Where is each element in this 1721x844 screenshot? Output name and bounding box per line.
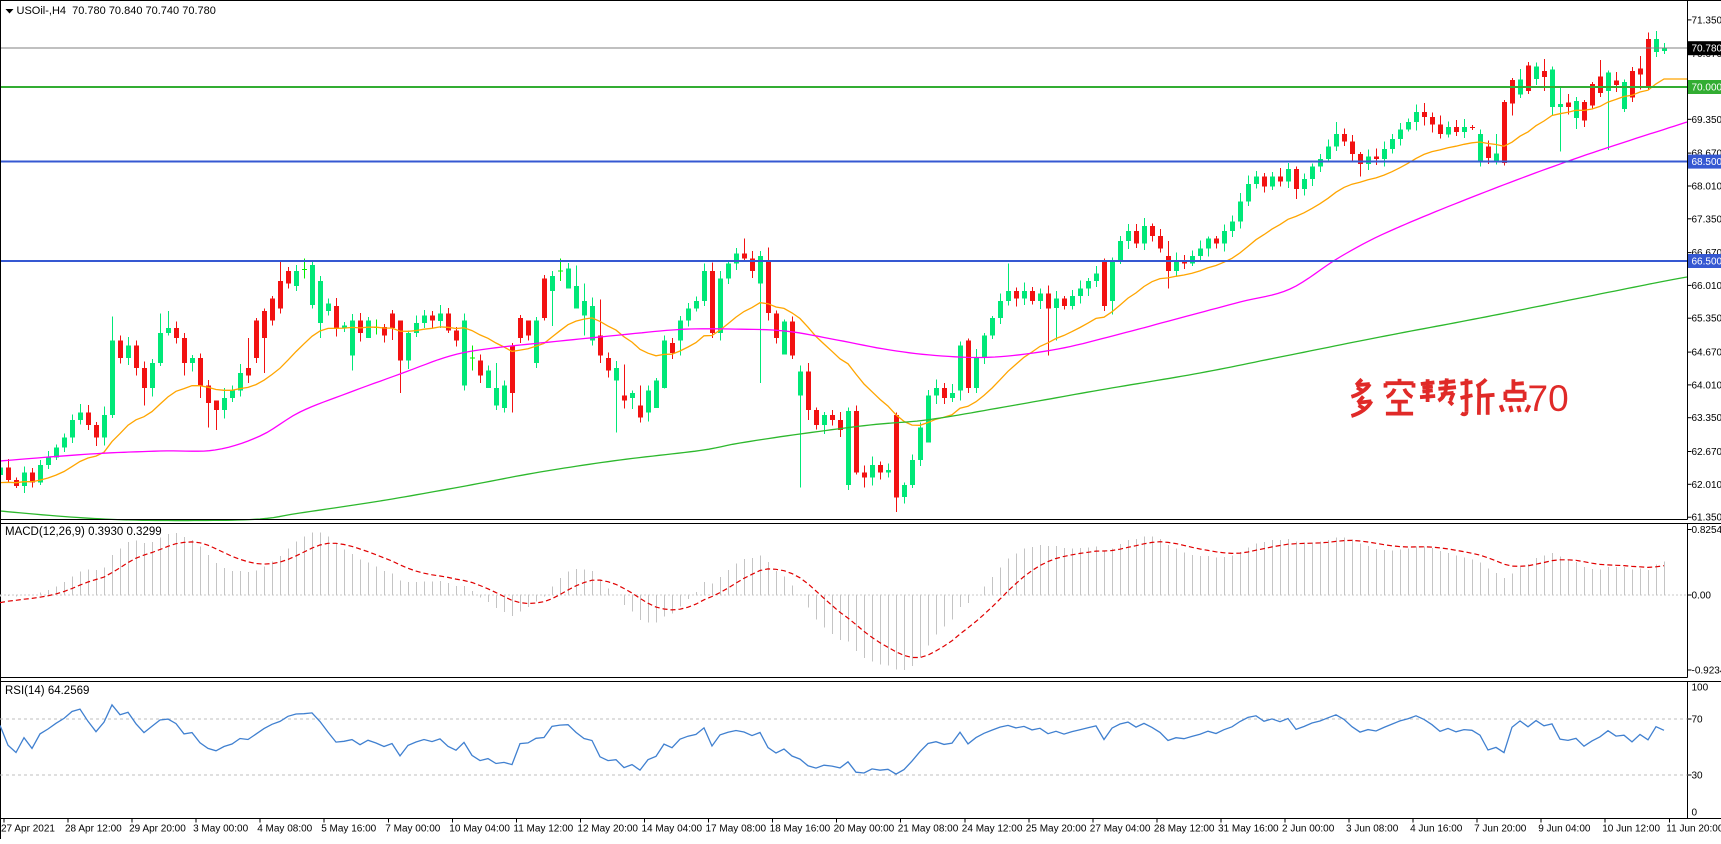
svg-text:31 May 16:00: 31 May 16:00 [1218, 824, 1279, 835]
svg-text:11 Jun 20:00: 11 Jun 20:00 [1666, 824, 1721, 835]
svg-text:64.670: 64.670 [1692, 348, 1721, 359]
svg-text:27 May 04:00: 27 May 04:00 [1090, 824, 1151, 835]
svg-text:12 May 20:00: 12 May 20:00 [577, 824, 638, 835]
svg-text:100: 100 [1692, 683, 1709, 694]
svg-text:71.350: 71.350 [1692, 15, 1721, 26]
svg-text:68.010: 68.010 [1692, 182, 1721, 193]
svg-text:4 May 08:00: 4 May 08:00 [257, 824, 312, 835]
svg-text:21 May 08:00: 21 May 08:00 [898, 824, 959, 835]
svg-text:20 May 00:00: 20 May 00:00 [834, 824, 895, 835]
svg-text:64.010: 64.010 [1692, 380, 1721, 391]
svg-text:10 May 04:00: 10 May 04:00 [449, 824, 510, 835]
svg-text:30: 30 [1692, 771, 1704, 782]
svg-text:70.780: 70.780 [1692, 44, 1721, 55]
svg-text:RSI(14) 64.2569: RSI(14) 64.2569 [5, 685, 89, 697]
svg-text:0.8254: 0.8254 [1692, 525, 1721, 536]
svg-text:7 Jun 20:00: 7 Jun 20:00 [1474, 824, 1527, 835]
svg-text:66.500: 66.500 [1692, 257, 1721, 268]
svg-text:0.00: 0.00 [1692, 591, 1712, 602]
svg-text:2 Jun 00:00: 2 Jun 00:00 [1282, 824, 1335, 835]
svg-text:68.500: 68.500 [1692, 157, 1721, 168]
svg-text:69.350: 69.350 [1692, 115, 1721, 126]
svg-text:3 May 00:00: 3 May 00:00 [193, 824, 248, 835]
svg-text:11 May 12:00: 11 May 12:00 [513, 824, 573, 835]
svg-text:MACD(12,26,9) 0.3930 0.3299: MACD(12,26,9) 0.3930 0.3299 [5, 526, 162, 538]
svg-text:63.350: 63.350 [1692, 413, 1721, 424]
svg-text:9 Jun 04:00: 9 Jun 04:00 [1538, 824, 1591, 835]
svg-text:18 May 16:00: 18 May 16:00 [770, 824, 831, 835]
svg-text:29 Apr 20:00: 29 Apr 20:00 [129, 824, 186, 835]
svg-text:7 May 00:00: 7 May 00:00 [385, 824, 440, 835]
svg-text:3 Jun 08:00: 3 Jun 08:00 [1346, 824, 1399, 835]
svg-text:14 May 04:00: 14 May 04:00 [642, 824, 703, 835]
svg-text:62.010: 62.010 [1692, 480, 1721, 491]
svg-text:4 Jun 16:00: 4 Jun 16:00 [1410, 824, 1463, 835]
svg-text:USOil-,H4 70.780 70.840 70.74: USOil-,H4 70.780 70.840 70.740 70.780 [17, 5, 216, 17]
svg-text:65.350: 65.350 [1692, 314, 1721, 325]
svg-text:10 Jun 12:00: 10 Jun 12:00 [1602, 824, 1660, 835]
svg-text:28 Apr 12:00: 28 Apr 12:00 [65, 824, 122, 835]
svg-text:5 May 16:00: 5 May 16:00 [321, 824, 376, 835]
svg-text:70: 70 [1692, 715, 1704, 726]
svg-text:27 Apr 2021: 27 Apr 2021 [1, 824, 55, 835]
svg-text:61.350: 61.350 [1692, 513, 1721, 524]
svg-text:-0.9234: -0.9234 [1692, 666, 1721, 677]
svg-text:0: 0 [1692, 808, 1698, 819]
svg-text:62.670: 62.670 [1692, 447, 1721, 458]
svg-text:67.350: 67.350 [1692, 214, 1721, 225]
svg-text:66.010: 66.010 [1692, 281, 1721, 292]
svg-text:70: 70 [1528, 378, 1569, 419]
svg-text:28 May 12:00: 28 May 12:00 [1154, 824, 1215, 835]
svg-text:70.000: 70.000 [1692, 83, 1721, 94]
svg-text:17 May 08:00: 17 May 08:00 [706, 824, 767, 835]
svg-text:24 May 12:00: 24 May 12:00 [962, 824, 1023, 835]
svg-text:25 May 20:00: 25 May 20:00 [1026, 824, 1087, 835]
